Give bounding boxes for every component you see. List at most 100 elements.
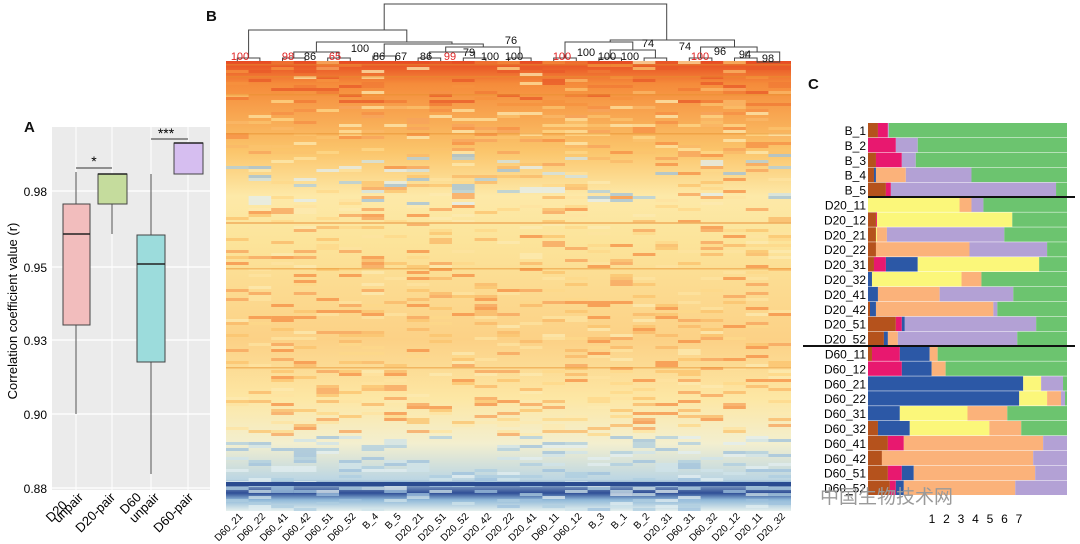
heatmap-cell	[587, 106, 611, 109]
heatmap-cell	[745, 142, 769, 145]
heatmap-cell	[361, 331, 385, 334]
heatmap-cell	[610, 454, 633, 457]
heatmap-cell	[226, 322, 249, 325]
heatmap-cell	[361, 208, 385, 211]
heatmap-cell	[768, 400, 791, 403]
heatmap-cell	[519, 163, 543, 166]
structure-x-tick: 4	[972, 512, 979, 526]
heatmap-cell	[700, 160, 724, 163]
heatmap-cell	[678, 145, 701, 148]
heatmap-cell	[723, 139, 746, 142]
heatmap-cell	[587, 316, 611, 319]
heatmap-cell	[678, 382, 701, 385]
heatmap-cell	[587, 130, 611, 133]
dendrogram-branch	[564, 41, 634, 58]
structure-segment	[1007, 406, 1067, 421]
heatmap-cell	[542, 316, 565, 319]
heatmap-cell	[678, 508, 701, 511]
heatmap-cell	[271, 211, 294, 214]
heatmap-cell	[745, 292, 769, 295]
structure-segment	[873, 167, 876, 183]
heatmap-cell	[406, 106, 430, 109]
structure-segment	[868, 465, 888, 481]
heatmap-cell	[632, 412, 656, 415]
heatmap-cell	[497, 289, 520, 292]
dendrogram-branch	[248, 29, 408, 58]
structure-row-label: B_5	[845, 184, 867, 198]
heatmap-cell	[452, 352, 475, 355]
heatmap-cell	[474, 61, 498, 64]
heatmap-cell	[542, 430, 565, 433]
heatmap-cell	[587, 226, 611, 229]
heatmap-cell	[542, 505, 565, 508]
heatmap-cell	[542, 61, 565, 64]
heatmap-cell	[361, 100, 385, 103]
structure-segment	[1035, 465, 1067, 481]
heatmap-cell	[361, 283, 385, 286]
heatmap-cell	[316, 172, 339, 175]
heatmap-cell	[339, 100, 362, 103]
heatmap-cell	[723, 490, 746, 493]
bootstrap-value: 100	[553, 51, 571, 63]
heatmap-cell	[768, 142, 791, 145]
heatmap-cell	[452, 502, 475, 505]
heatmap-cell	[452, 151, 475, 154]
heatmap-cell	[497, 478, 520, 481]
structure-segment	[868, 182, 886, 197]
heatmap-cell	[700, 154, 724, 157]
bootstrap-value: 79	[463, 47, 475, 59]
heatmap-cell	[361, 271, 385, 274]
heatmap-cell	[361, 181, 385, 184]
heatmap-cell	[497, 352, 520, 355]
heatmap-cell	[542, 232, 565, 235]
heatmap-cell	[361, 289, 385, 292]
heatmap-cell	[655, 205, 678, 208]
heatmap-cell	[361, 217, 385, 220]
heatmap-cell	[565, 310, 588, 313]
heatmap-cell	[248, 202, 272, 205]
heatmap-cell	[768, 469, 791, 472]
structure-segment	[868, 197, 960, 212]
heatmap-cell	[248, 196, 272, 199]
bootstrap-value: 100	[691, 51, 709, 63]
heatmap-cell	[610, 301, 633, 304]
heatmap-cell	[271, 448, 294, 451]
heatmap-cell	[565, 145, 588, 148]
heatmap-cell	[316, 388, 339, 391]
bootstrap-value: 76	[505, 35, 517, 47]
heatmap-cell	[519, 457, 543, 460]
heatmap-cell	[565, 319, 588, 322]
heatmap-cell	[700, 328, 724, 331]
structure-segment	[877, 286, 940, 302]
heatmap-cell	[655, 403, 678, 406]
heatmap-cell	[655, 67, 678, 70]
heatmap-cell	[271, 379, 294, 382]
structure-segment	[899, 346, 930, 361]
structure-row-label: D20_52	[824, 333, 866, 347]
heatmap-cell	[565, 88, 588, 91]
heatmap-cell	[361, 196, 385, 199]
heatmap-cell	[587, 115, 611, 118]
heatmap-cell	[248, 79, 272, 82]
heatmap-cell	[452, 130, 475, 133]
heatmap-cell	[339, 199, 362, 202]
heatmap-cell	[542, 235, 565, 238]
y-tick-label: 0.90	[24, 408, 48, 422]
heatmap-cell	[655, 145, 678, 148]
heatmap-cell	[293, 451, 317, 454]
heatmap-cell	[384, 175, 407, 178]
heatmap-cell	[429, 490, 452, 493]
heatmap-cell	[678, 124, 701, 127]
heatmap-cell	[452, 139, 475, 142]
heatmap-cell	[271, 319, 294, 322]
heatmap-cell	[361, 313, 385, 316]
heatmap-cell	[700, 163, 724, 166]
heatmap-cell	[768, 82, 791, 85]
heatmap-cell	[226, 469, 249, 472]
structure-row-label: D20_22	[824, 243, 866, 257]
heatmap-cell	[678, 460, 701, 463]
box-d20-pair	[97, 173, 128, 205]
structure-segment	[997, 301, 1067, 317]
heatmap-cell	[226, 319, 249, 322]
heatmap-cell	[723, 127, 746, 130]
